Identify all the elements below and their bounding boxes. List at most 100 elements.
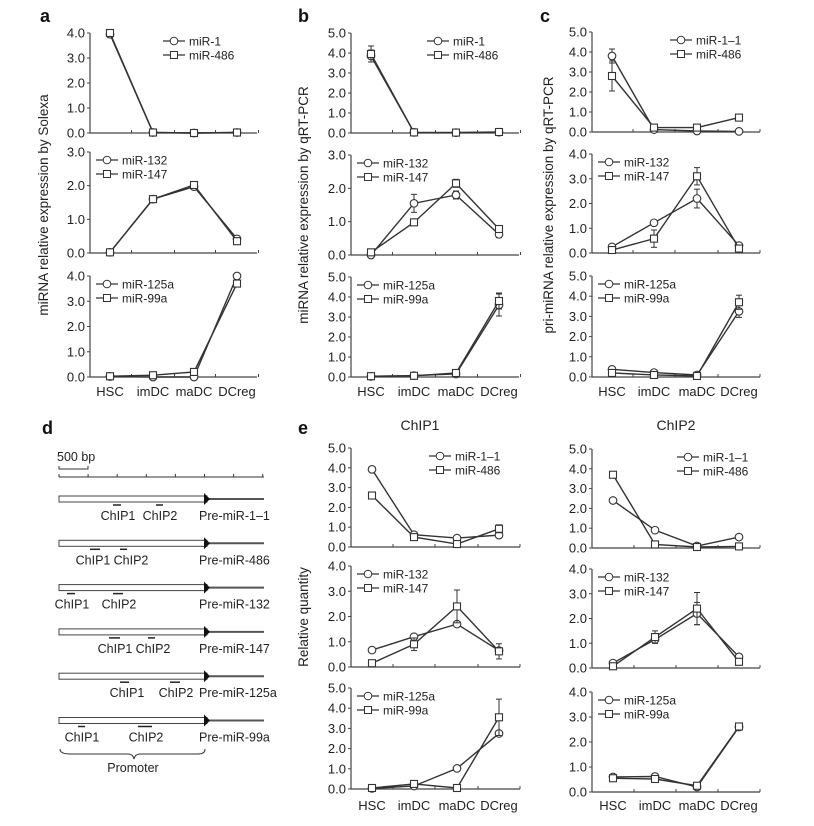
tss-arrow-icon: [204, 493, 210, 505]
data-point-square: [148, 371, 158, 380]
y-tick-label: 3.0: [569, 586, 587, 601]
legend-label: miR-147: [624, 585, 670, 599]
y-tick-label: 3.0: [67, 145, 85, 160]
y-tick-label: 2.0: [328, 330, 346, 345]
data-point-circle: [608, 496, 618, 505]
legend-label: miR-147: [624, 170, 670, 184]
y-tick-label: 1.0: [569, 636, 587, 651]
y-tick-label: 1.0: [328, 214, 346, 229]
gene-label: Pre-miR-486: [199, 553, 270, 567]
data-point-circle: [650, 525, 660, 535]
data-point-square: [409, 533, 419, 542]
legend-label: miR-1: [189, 35, 221, 49]
data-point-square: [734, 113, 744, 122]
legend-label: miR-1: [453, 35, 485, 49]
promoter-box: [58, 495, 208, 503]
series-line: [370, 55, 500, 134]
data-point-square: [367, 783, 377, 793]
data-point-square: [232, 279, 242, 288]
y-tick-label: 3.0: [67, 294, 85, 309]
y-tick-label: 3.0: [328, 721, 346, 736]
legend-label: miR-1–1: [703, 451, 749, 465]
scale-bar: [58, 466, 89, 470]
legend-circle-icon: [604, 695, 614, 705]
series-line: [612, 474, 740, 548]
y-tick-label: 3.0: [569, 309, 587, 324]
promoter-box: [58, 717, 208, 724]
tss-arrow-icon: [204, 714, 210, 727]
legend-circle-icon: [604, 572, 614, 582]
legend-label: miR-486: [455, 464, 501, 478]
x-tick-label: HSC: [599, 798, 626, 813]
legend-label: miR-125a: [122, 278, 174, 292]
y-tick-label: 4.0: [569, 147, 587, 162]
y-tick-label: 2.0: [569, 611, 587, 626]
legend-label: miR-486: [696, 48, 742, 62]
series-line: [371, 495, 500, 545]
y-tick-label: 5.0: [569, 269, 587, 284]
data-point-circle: [367, 645, 377, 655]
chip-label: ChIP1: [101, 509, 136, 523]
x-tick-label: imDC: [137, 384, 170, 399]
data-point-circle: [232, 271, 242, 281]
data-point-circle: [692, 194, 702, 203]
y-tick-label: 3.0: [328, 310, 346, 325]
y-tick-label: 3.0: [569, 710, 587, 725]
legend-label: miR-132: [624, 156, 670, 170]
y-axis-label: Relative quantity: [296, 567, 311, 667]
tss-arrow-icon: [204, 670, 210, 683]
legend-label: miR-147: [383, 582, 429, 596]
y-tick-label: 0.0: [328, 540, 346, 555]
y-tick-label: 4.0: [569, 461, 587, 476]
legend-label: miR-125a: [624, 694, 676, 708]
chip-label: ChIP1: [65, 731, 100, 745]
legend-circle-icon: [102, 279, 112, 289]
series-line: [611, 197, 740, 248]
y-tick-label: 0.0: [67, 246, 85, 261]
legend-circle-icon: [683, 452, 693, 462]
y-tick-label: 1.0: [569, 760, 587, 775]
x-tick-label: DCreg: [720, 798, 758, 813]
data-point-square: [734, 657, 744, 666]
y-tick-label: 1.0: [328, 634, 346, 649]
data-point-square: [189, 128, 199, 138]
legend-label: miR-486: [453, 49, 499, 63]
legend-circle-icon: [363, 569, 373, 579]
data-point-square: [451, 128, 461, 137]
charts: miRNA relative expression by Solexa HSC im…: [36, 25, 761, 813]
data-point-square: [607, 245, 617, 255]
data-point-circle: [451, 190, 461, 200]
y-tick-label: 2.0: [67, 319, 85, 334]
data-point-square: [494, 647, 504, 656]
x-tick-label: HSC: [357, 384, 384, 399]
data-point-square: [409, 779, 419, 789]
y-tick-label: 1.0: [328, 350, 346, 365]
data-point-square: [105, 28, 115, 38]
y-tick-label: 2.0: [328, 86, 346, 101]
y-tick-label: 2.0: [569, 85, 587, 100]
legend-label: miR-147: [383, 171, 429, 185]
x-tick-label: DCreg: [720, 384, 758, 399]
data-point-square: [494, 224, 504, 234]
panel-label-d: d: [42, 418, 53, 438]
data-point-square: [366, 248, 376, 257]
x-tick-label: maDC: [679, 384, 716, 399]
data-point-square: [650, 633, 660, 642]
chart-e-chip2: ChIP2 HSC imDC maDC DCreg 0.0 1.0 2.0 3.0 4.0 5.0 m…: [569, 417, 761, 813]
data-point-square: [607, 368, 617, 378]
legend-square-icon: [605, 172, 613, 180]
y-tick-label: 5.0: [328, 270, 346, 285]
promoter-brace: [59, 748, 206, 760]
chip-label: ChIP2: [159, 686, 194, 700]
series-line: [109, 184, 238, 253]
data-point-circle: [649, 218, 659, 228]
legend-square-icon: [605, 294, 613, 302]
legend-circle-icon: [363, 158, 373, 168]
legend-label: miR-1–1: [455, 450, 501, 464]
legend-label: miR-99a: [624, 708, 670, 722]
series-line: [371, 716, 500, 789]
data-point-square: [189, 180, 199, 190]
y-axis-label: pri-miRNA relative expression by qRT-PCR: [541, 76, 556, 333]
